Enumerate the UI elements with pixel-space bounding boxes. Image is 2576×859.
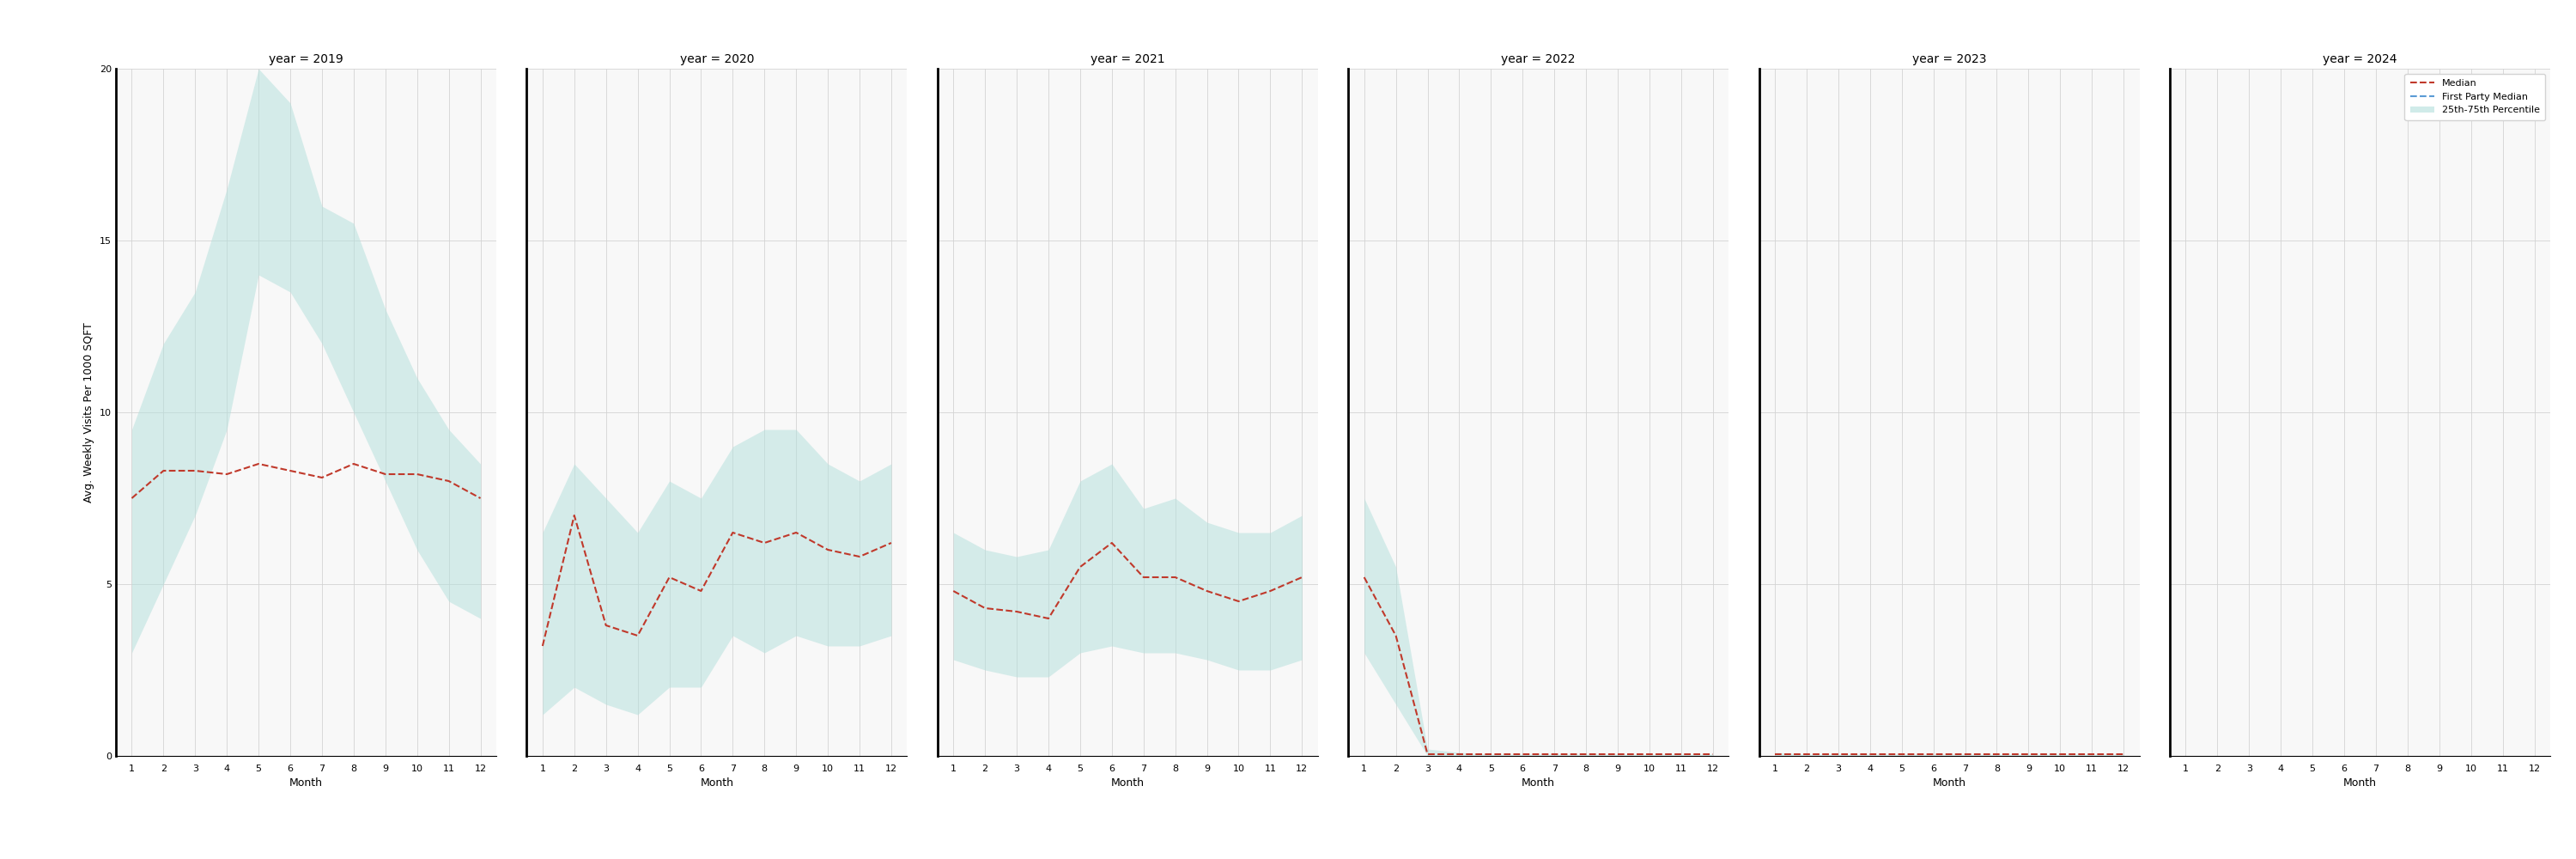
- Title: year = 2024: year = 2024: [2324, 53, 2398, 65]
- X-axis label: Month: Month: [1932, 777, 1965, 789]
- Y-axis label: Avg. Weekly Visits Per 1000 SQFT: Avg. Weekly Visits Per 1000 SQFT: [82, 322, 95, 503]
- X-axis label: Month: Month: [1110, 777, 1144, 789]
- Title: year = 2023: year = 2023: [1911, 53, 1986, 65]
- Legend: Median, First Party Median, 25th-75th Percentile: Median, First Party Median, 25th-75th Pe…: [2403, 74, 2545, 120]
- Title: year = 2022: year = 2022: [1502, 53, 1577, 65]
- Title: year = 2019: year = 2019: [268, 53, 343, 65]
- X-axis label: Month: Month: [289, 777, 322, 789]
- X-axis label: Month: Month: [1522, 777, 1556, 789]
- X-axis label: Month: Month: [2344, 777, 2378, 789]
- Title: year = 2020: year = 2020: [680, 53, 755, 65]
- Title: year = 2021: year = 2021: [1090, 53, 1164, 65]
- X-axis label: Month: Month: [701, 777, 734, 789]
